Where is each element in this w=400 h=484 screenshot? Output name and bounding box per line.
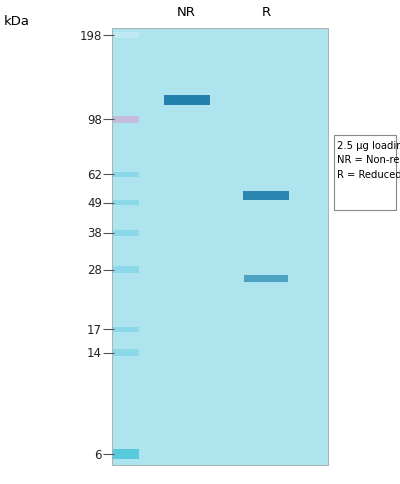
Text: kDa: kDa	[4, 15, 30, 28]
Bar	[113, 327, 139, 332]
Bar	[113, 450, 139, 459]
Text: R: R	[262, 6, 270, 19]
Bar	[113, 231, 139, 236]
Bar	[334, 136, 396, 211]
Text: 98: 98	[87, 114, 102, 127]
Text: 62: 62	[87, 168, 102, 182]
Text: 6: 6	[94, 448, 102, 461]
Bar	[113, 33, 139, 39]
Text: 38: 38	[87, 227, 102, 240]
Bar	[244, 275, 288, 282]
Bar	[113, 350, 139, 356]
Text: 17: 17	[87, 323, 102, 336]
Bar	[113, 267, 139, 273]
Bar	[112, 29, 328, 465]
Text: 28: 28	[87, 263, 102, 276]
Text: 2.5 μg loading
NR = Non-reduced
R = Reduced: 2.5 μg loading NR = Non-reduced R = Redu…	[337, 140, 400, 180]
Bar	[243, 191, 289, 201]
Bar	[113, 116, 139, 124]
Text: 14: 14	[87, 347, 102, 360]
Text: 49: 49	[87, 197, 102, 210]
Text: NR: NR	[176, 6, 196, 19]
Bar	[113, 200, 139, 206]
Bar	[113, 172, 139, 178]
Text: 198: 198	[80, 30, 102, 43]
Bar	[164, 96, 210, 106]
